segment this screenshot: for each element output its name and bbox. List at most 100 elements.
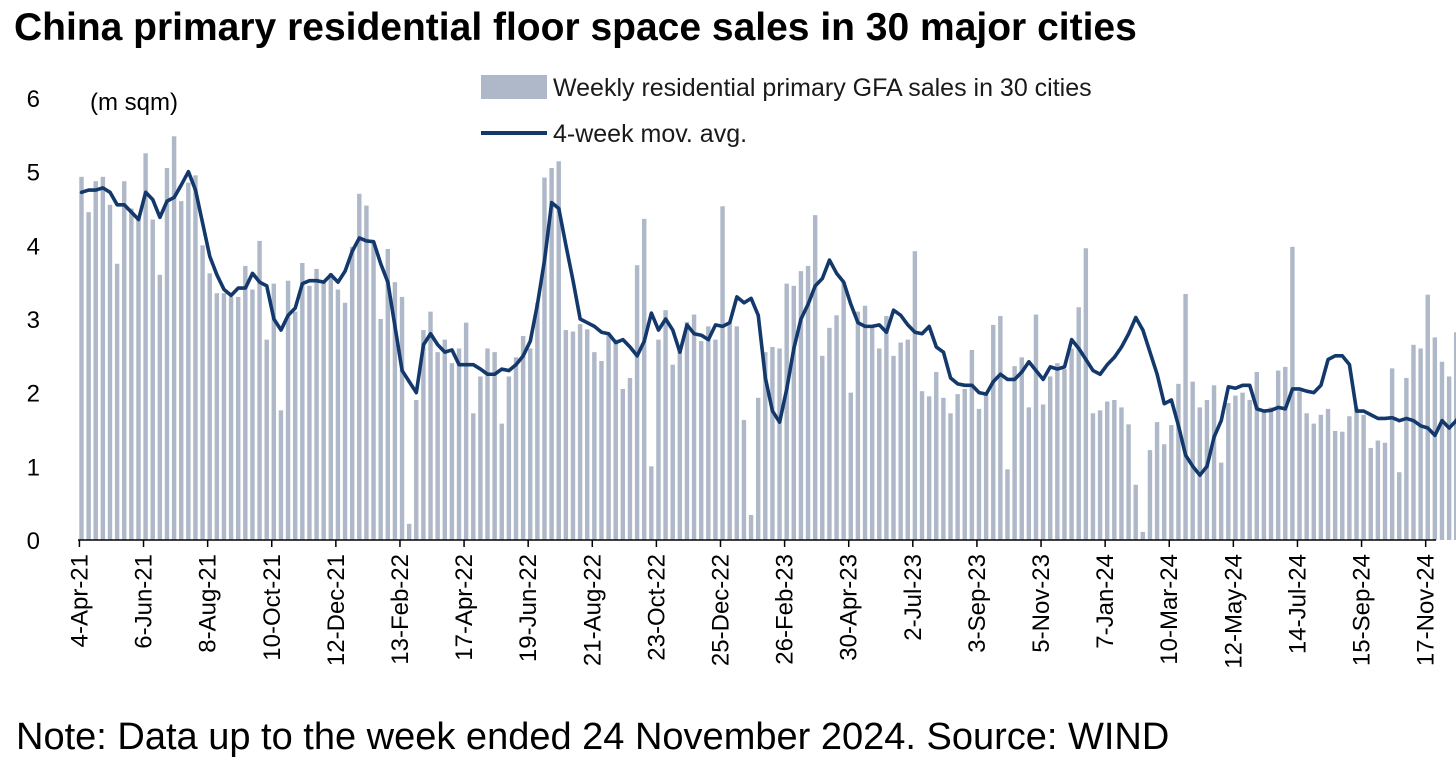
bar-weekly-sales bbox=[271, 283, 277, 540]
bar-weekly-sales bbox=[193, 175, 198, 540]
x-tick-label: 7-Jan-24 bbox=[1092, 554, 1119, 649]
bar-weekly-sales bbox=[898, 342, 903, 540]
bar-weekly-sales bbox=[1233, 395, 1238, 540]
bar-weekly-sales bbox=[585, 329, 590, 540]
bar-weekly-sales bbox=[385, 249, 390, 540]
bar-weekly-sales bbox=[100, 176, 106, 540]
bar-weekly-sales bbox=[606, 334, 611, 540]
bar-weekly-sales bbox=[250, 289, 255, 540]
bar-weekly-sales bbox=[841, 282, 846, 540]
x-tick-label: 8-Aug-21 bbox=[195, 554, 222, 653]
bar-weekly-sales bbox=[143, 153, 148, 540]
bar-weekly-sales bbox=[1247, 400, 1252, 540]
bar-weekly-sales bbox=[684, 321, 690, 540]
bar-weekly-sales bbox=[734, 326, 740, 540]
bar-weekly-sales bbox=[228, 296, 234, 540]
bar-weekly-sales bbox=[1190, 381, 1195, 540]
bar-weekly-sales bbox=[663, 310, 668, 540]
x-tick-label: 30-Apr-23 bbox=[836, 554, 863, 661]
bar-weekly-sales bbox=[485, 348, 490, 540]
bar-weekly-sales bbox=[563, 330, 569, 540]
y-axis-label: (m sqm) bbox=[90, 89, 178, 116]
bar-weekly-sales bbox=[542, 177, 547, 540]
bar-weekly-sales bbox=[1340, 431, 1345, 540]
bar-weekly-sales bbox=[442, 339, 447, 540]
bar-weekly-sales bbox=[727, 323, 732, 540]
bar-weekly-sales bbox=[421, 330, 426, 540]
bar-weekly-sales bbox=[1404, 377, 1409, 540]
bar-weekly-sales bbox=[613, 339, 618, 540]
bar-weekly-sales bbox=[1332, 430, 1338, 540]
y-tick-label: 4 bbox=[27, 233, 40, 260]
bar-weekly-sales bbox=[670, 364, 675, 540]
bar-weekly-sales bbox=[891, 355, 896, 540]
bar-weekly-sales bbox=[1446, 376, 1452, 540]
bar-weekly-sales bbox=[122, 181, 127, 541]
bar-weekly-sales bbox=[677, 349, 683, 540]
bars-layer bbox=[79, 136, 1456, 541]
bar-weekly-sales bbox=[1418, 348, 1423, 540]
bar-weekly-sales bbox=[777, 348, 782, 540]
bar-weekly-sales bbox=[1140, 531, 1146, 540]
bar-weekly-sales bbox=[577, 324, 583, 540]
bar-weekly-sales bbox=[278, 410, 284, 540]
bar-weekly-sales bbox=[435, 352, 440, 540]
axes-layer: 0 1 2 3 4 5 6 4-Apr-21 6-Jun-21 8-Aug-21 10-Oct-21… bbox=[27, 86, 1440, 669]
bar-weekly-sales bbox=[620, 388, 626, 540]
bar-weekly-sales bbox=[86, 212, 91, 540]
legend: Weekly residential primary GFA sales in … bbox=[481, 74, 1092, 148]
bar-weekly-sales bbox=[478, 376, 483, 540]
bar-weekly-sales bbox=[414, 400, 419, 540]
bar-weekly-sales bbox=[812, 215, 818, 540]
bar-weekly-sales bbox=[763, 352, 768, 540]
bar-weekly-sales bbox=[456, 348, 462, 540]
bar-weekly-sales bbox=[1311, 423, 1316, 540]
bar-weekly-sales bbox=[1425, 294, 1430, 540]
x-tick-label: 19-Jun-22 bbox=[515, 554, 542, 662]
bar-weekly-sales bbox=[642, 218, 647, 540]
bar-weekly-sales bbox=[983, 392, 989, 540]
bar-weekly-sales bbox=[1254, 372, 1259, 540]
bar-weekly-sales bbox=[1411, 344, 1416, 540]
bar-weekly-sales bbox=[114, 263, 120, 540]
x-tick-label: 21-Aug-22 bbox=[579, 554, 606, 666]
bar-weekly-sales bbox=[528, 348, 533, 540]
bar-weekly-sales bbox=[884, 316, 889, 540]
bar-weekly-sales bbox=[129, 208, 134, 540]
bar-weekly-sales bbox=[627, 377, 633, 540]
bar-weekly-sales bbox=[1368, 447, 1373, 540]
bar-weekly-sales bbox=[1005, 469, 1010, 540]
bar-weekly-sales bbox=[634, 265, 640, 540]
bar-weekly-sales bbox=[157, 274, 163, 540]
bar-weekly-sales bbox=[520, 335, 526, 540]
bar-weekly-sales bbox=[1126, 424, 1131, 540]
bar-weekly-sales bbox=[691, 314, 697, 540]
x-tick-label: 12-May-24 bbox=[1220, 554, 1247, 669]
bar-weekly-sales bbox=[1112, 400, 1117, 540]
bar-weekly-sales bbox=[471, 413, 476, 540]
bar-weekly-sales bbox=[991, 324, 996, 540]
bar-weekly-sales bbox=[1183, 293, 1188, 540]
bar-weekly-sales bbox=[364, 205, 369, 541]
x-tick-label: 3-Sep-23 bbox=[964, 554, 991, 653]
bar-weekly-sales bbox=[107, 204, 113, 540]
x-tick-label: 15-Sep-24 bbox=[1349, 554, 1376, 666]
bar-weekly-sales bbox=[805, 265, 811, 540]
bar-weekly-sales bbox=[1033, 314, 1039, 540]
bar-weekly-sales bbox=[770, 346, 775, 540]
bar-weekly-sales bbox=[1318, 414, 1324, 540]
bar-weekly-sales bbox=[1325, 408, 1331, 540]
bar-weekly-sales bbox=[1226, 402, 1231, 540]
bar-weekly-sales bbox=[171, 136, 177, 540]
bar-weekly-sales bbox=[592, 352, 597, 540]
x-tick-label: 25-Dec-22 bbox=[707, 554, 734, 666]
bar-weekly-sales bbox=[535, 302, 540, 540]
bar-weekly-sales bbox=[349, 246, 355, 540]
x-tick-label: 12-Dec-21 bbox=[323, 554, 350, 666]
bar-weekly-sales bbox=[1069, 348, 1074, 540]
bar-weekly-sales bbox=[186, 182, 191, 540]
bar-weekly-sales bbox=[1354, 407, 1359, 540]
bar-weekly-sales bbox=[136, 215, 141, 540]
bar-weekly-sales bbox=[292, 311, 298, 540]
bar-weekly-sales bbox=[1432, 337, 1438, 540]
